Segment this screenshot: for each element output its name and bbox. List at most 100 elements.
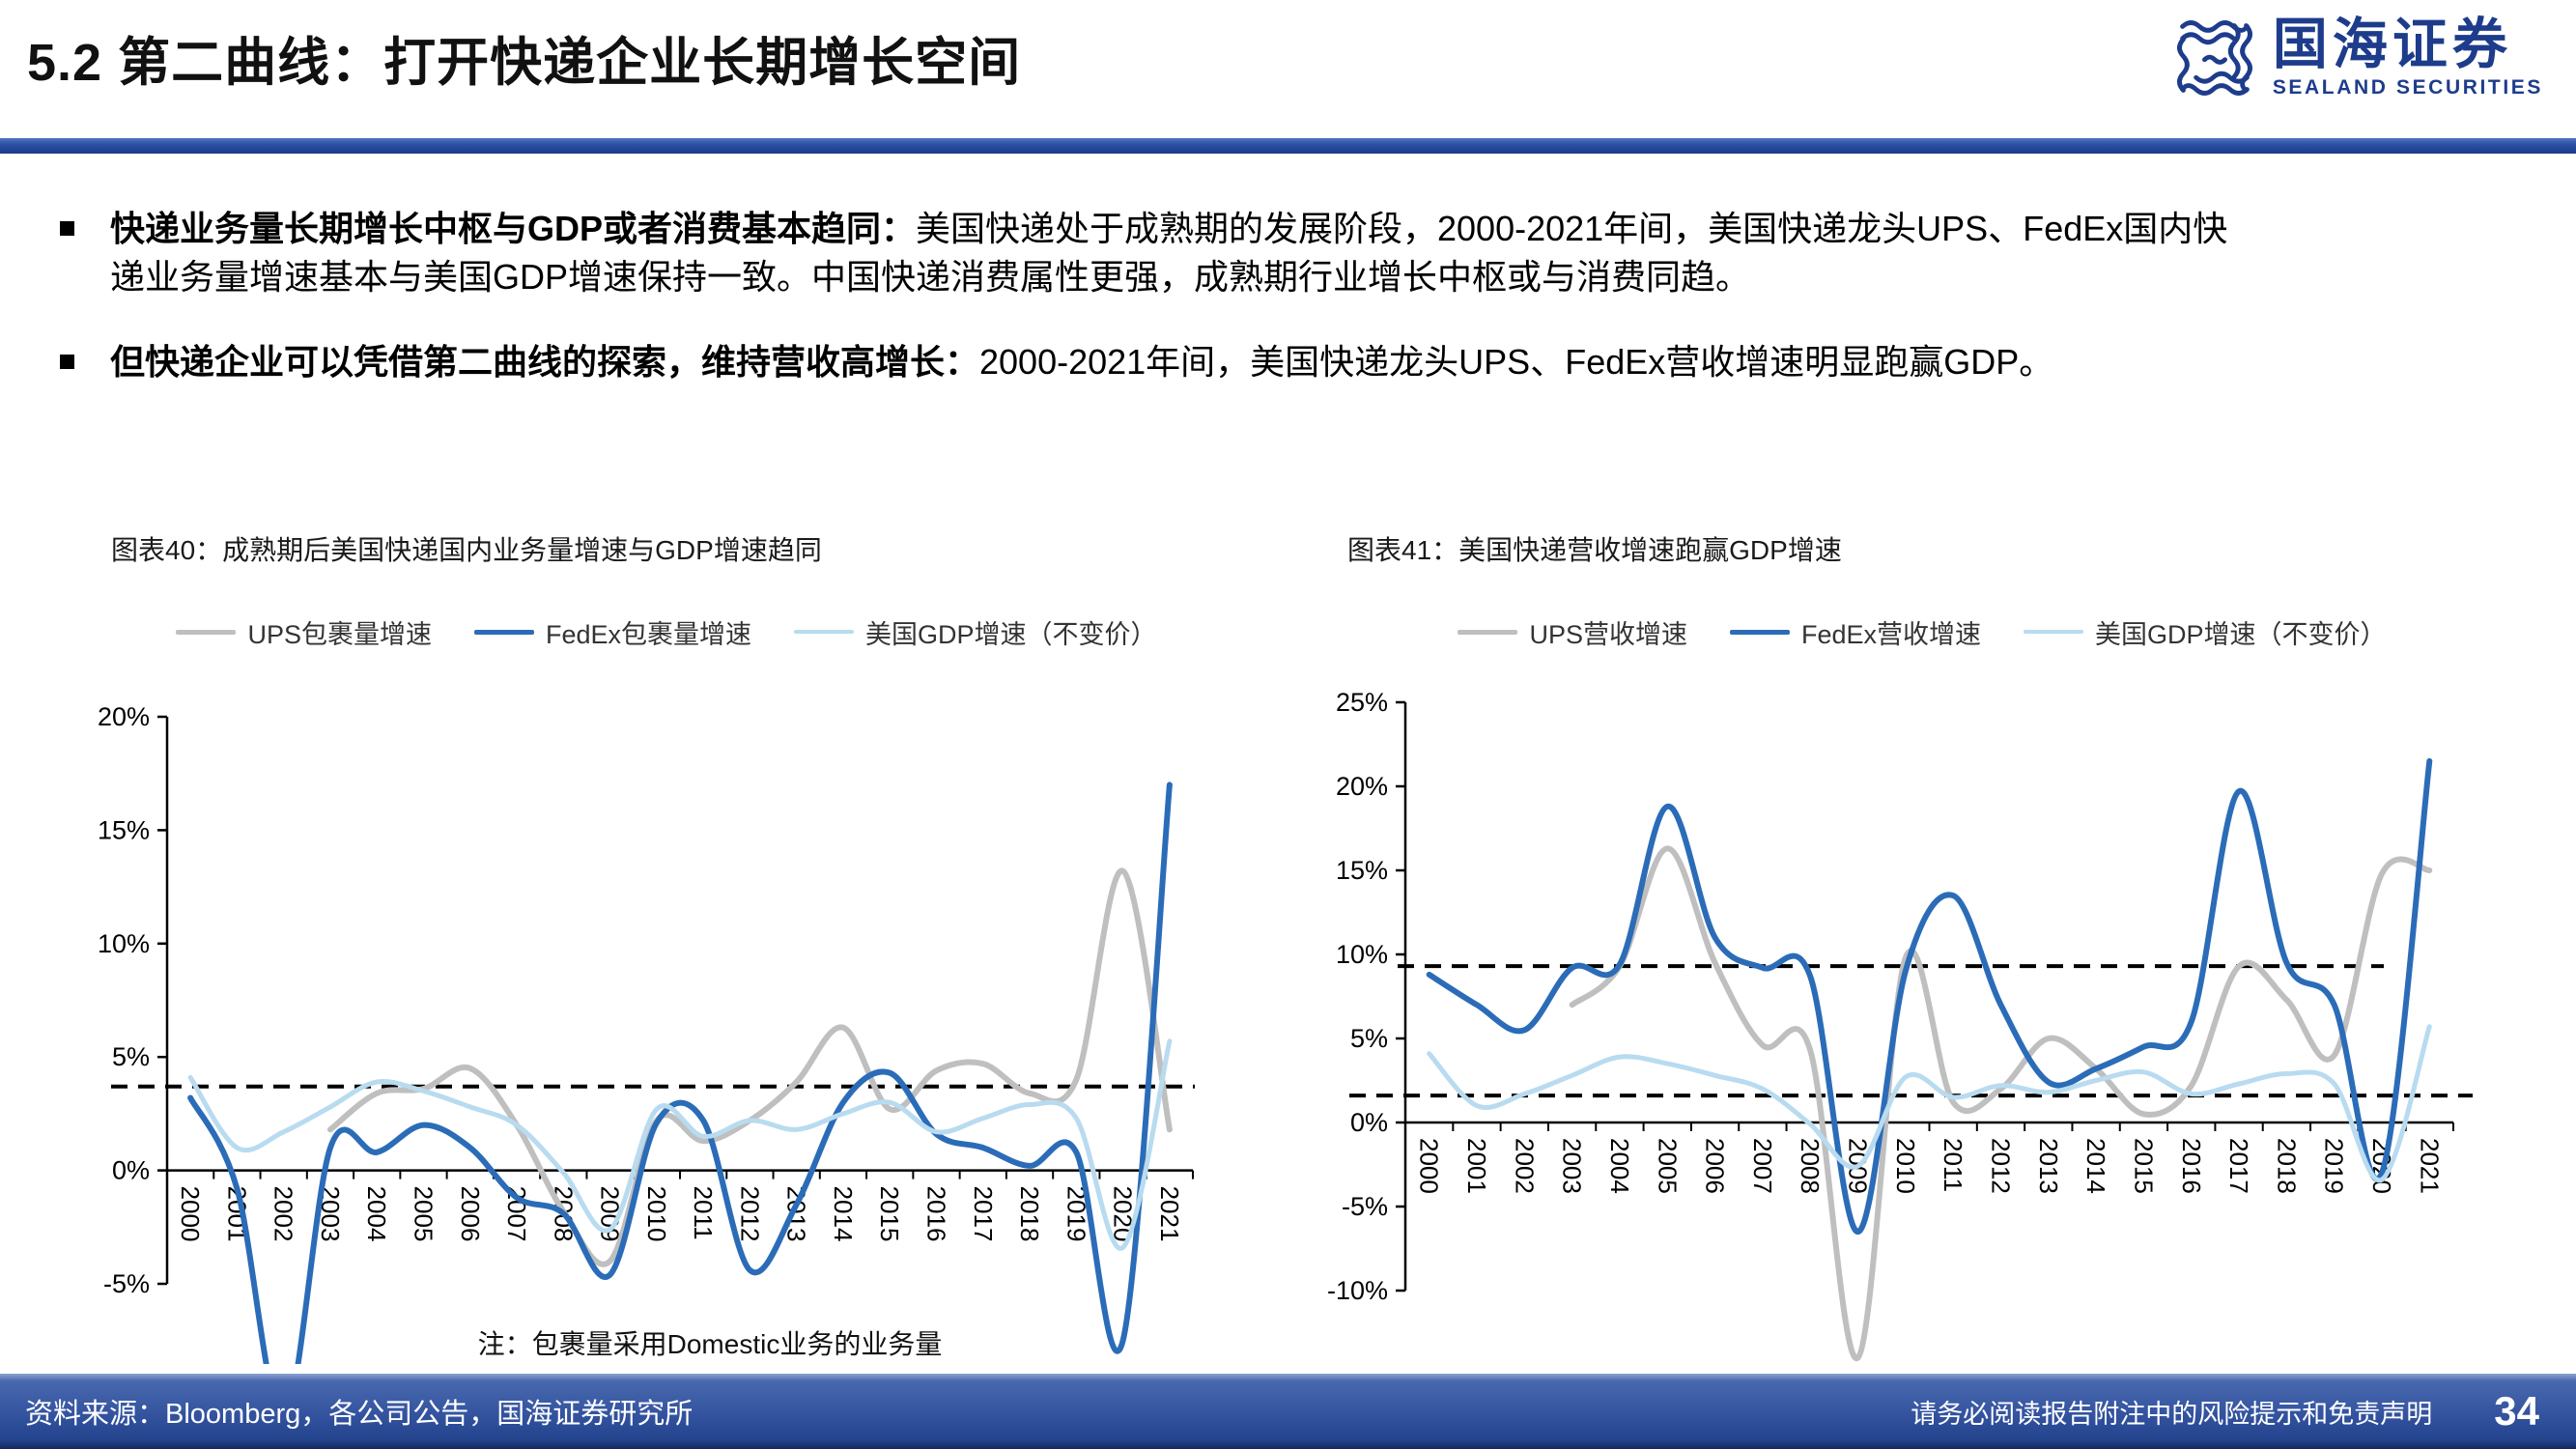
chart-title-40: 图表40：成熟期后美国快递国内业务量增速与GDP增速趋同 (111, 535, 822, 565)
legend-label: 美国GDP增速（不变价） (865, 619, 1157, 649)
x-tick-label: 2005 (410, 1186, 439, 1242)
x-tick-label: 2003 (1558, 1138, 1587, 1194)
legend-line-swatch (176, 629, 237, 635)
legend-label: UPS包裹量增速 (247, 619, 432, 649)
y-tick-label: -5% (103, 1269, 150, 1298)
bullet-square-icon (60, 221, 74, 236)
x-tick-label: 2015 (2129, 1138, 2158, 1194)
x-tick-label: 2012 (735, 1186, 764, 1242)
line-chart-41: 25% 20% 15% 10% 5% 0% -5% -10% 2000 2001 2002 2003 2… (1328, 688, 2473, 1361)
y-tick-label: 20% (98, 702, 150, 731)
bullet-2-body: 2000-2021年间，美国快递龙头UPS、FedEx营收增速明显跑赢GDP。 (979, 342, 2054, 383)
bullet-1-body: 美国快递处于成熟期的发展阶段，2000-2021年间，美国快递龙头UPS、Fed… (110, 209, 2228, 298)
x-tick-label: 2011 (1939, 1138, 1967, 1192)
x-tick-label: 2002 (1510, 1138, 1539, 1194)
page-number: 34 (2494, 1388, 2539, 1434)
x-tick-label: 2013 (782, 1186, 811, 1242)
x-tick-label: 2004 (1605, 1138, 1634, 1194)
x-tick-label: 2013 (2034, 1138, 2063, 1194)
footer-right-group: 请务必阅读报告附注中的风险提示和免责声明 34 (1911, 1388, 2576, 1435)
x-tick-label: 2007 (1748, 1138, 1777, 1194)
legend-line-swatch (794, 630, 855, 634)
x-tick-label: 2000 (1415, 1138, 1444, 1194)
y-tick-label: 20% (1336, 772, 1388, 801)
series-line (326, 867, 1173, 1267)
legend-line-swatch (1729, 629, 1790, 635)
x-tick-label: 2011 (689, 1186, 718, 1240)
x-tick-label: 2014 (2081, 1138, 2110, 1194)
series-line (1426, 757, 2433, 1236)
bullet-text-2: 但快递企业可以凭借第二曲线的探索，维持营收高增长：2000-2021年间，美国快… (110, 338, 2053, 386)
x-tick-label: 2000 (176, 1186, 205, 1242)
bullet-list: 快递业务量长期增长中枢与GDP或者消费基本趋同：美国快递处于成熟期的发展阶段，2… (60, 205, 2518, 423)
legend-item: UPS包裹量增速 (176, 613, 432, 651)
x-tick-label: 2015 (875, 1186, 904, 1242)
bullet-text-1: 快递业务量长期增长中枢与GDP或者消费基本趋同：美国快递处于成熟期的发展阶段，2… (110, 205, 2227, 301)
footer-bar: 资料来源：Bloomberg，各公司公告，国海证券研究所 请务必阅读报告附注中的… (0, 1374, 2576, 1449)
legend-line-swatch (1458, 629, 1518, 635)
x-tick-label: 2018 (2272, 1138, 2301, 1194)
x-tick-label: 2002 (269, 1186, 298, 1242)
x-tick-label: 2001 (1462, 1138, 1491, 1194)
x-tick-label: 2006 (1701, 1138, 1730, 1194)
figure-40-volume-growth-chart: 图表40：成熟期后美国快递国内业务量增速与GDP增速趋同 UPS包裹量增速 Fed… (92, 529, 1241, 1410)
x-tick-label: 2018 (1015, 1186, 1044, 1242)
y-tick-label: -5% (1342, 1192, 1388, 1221)
company-logo: 国海证券 SEALAND SECURITIES (2172, 15, 2543, 100)
legend-line-swatch (2024, 630, 2084, 634)
x-tick-label: 2016 (2177, 1138, 2206, 1194)
logo-text: 国海证券 SEALAND SECURITIES (2272, 14, 2543, 99)
legend-label: 美国GDP增速（不变价） (2095, 619, 2387, 649)
bullet-square-icon (60, 355, 74, 370)
bullet-item-2: 但快递企业可以凭借第二曲线的探索，维持营收高增长：2000-2021年间，美国快… (60, 338, 2518, 386)
legend-label: FedEx包裹量增速 (545, 619, 752, 649)
footer-source-text: 资料来源：Bloomberg，各公司公告，国海证券研究所 (25, 1399, 694, 1430)
y-tick-label: -10% (1328, 1276, 1388, 1305)
title-divider-bar (0, 138, 2576, 154)
x-tick-label: 2021 (1155, 1186, 1184, 1242)
legend-item: FedEx包裹量增速 (473, 613, 752, 651)
bullet-1-lead: 快递业务量长期增长中枢与GDP或者消费基本趋同： (110, 209, 917, 248)
x-tick-label: 2021 (2415, 1138, 2444, 1194)
x-tick-label: 2014 (829, 1186, 858, 1242)
x-tick-label: 2010 (642, 1186, 671, 1242)
x-tick-label: 2019 (2320, 1138, 2349, 1194)
series-line (1569, 845, 2433, 1361)
series-line (1427, 1024, 2432, 1183)
chart-note-40: 注：包裹量采用Domestic业务的业务量 (477, 1329, 943, 1359)
x-tick-label: 2010 (1891, 1138, 1920, 1194)
legend-label: FedEx营收增速 (1800, 619, 1982, 649)
chart-legend-40: UPS包裹量增速 FedEx包裹量增速 美国GDP增速（不变价） (92, 614, 1241, 649)
logo-name-cn: 国海证券 (2272, 14, 2512, 76)
bullet-2-lead: 但快递企业可以凭借第二曲线的探索，维持营收高增长： (110, 342, 980, 383)
series-line (187, 1038, 1173, 1251)
x-tick-label: 2017 (969, 1186, 998, 1242)
x-tick-label: 2004 (362, 1186, 391, 1242)
legend-item: FedEx营收增速 (1729, 613, 1982, 651)
x-tick-label: 2012 (1986, 1138, 2015, 1194)
bullet-item-1: 快递业务量长期增长中枢与GDP或者消费基本趋同：美国快递处于成熟期的发展阶段，2… (60, 205, 2518, 301)
figure-41-revenue-growth-chart: 图表41：美国快递营收增速跑赢GDP增速 UPS营收增速 FedEx营收增速 美国G… (1328, 529, 2516, 1410)
chart-title-41: 图表41：美国快递营收增速跑赢GDP增速 (1347, 535, 1842, 565)
line-chart-40: 20%15%10%5%0%-5%2000 2001 2002 2003 2004 2005… (98, 702, 1195, 1364)
y-tick-label: 15% (98, 815, 150, 844)
y-tick-label: 10% (98, 929, 150, 958)
chart-legend-41: UPS营收增速 FedEx营收增速 美国GDP增速（不变价） (1328, 614, 2516, 649)
y-tick-label: 0% (1350, 1108, 1388, 1137)
x-tick-label: 2017 (2224, 1138, 2253, 1194)
page-title: 5.2 第二曲线：打开快递企业长期增长空间 (27, 34, 1022, 92)
logo-name-en: SEALAND SECURITIES (2272, 75, 2543, 99)
legend-line-swatch (473, 629, 534, 635)
legend-item: 美国GDP增速（不变价） (794, 613, 1157, 651)
x-tick-label: 2006 (456, 1186, 485, 1242)
series-line (187, 781, 1173, 1364)
y-tick-label: 0% (112, 1156, 150, 1185)
y-tick-label: 5% (112, 1042, 150, 1071)
footer-disclaimer-text: 请务必阅读报告附注中的风险提示和免责声明 (1911, 1399, 2433, 1429)
y-tick-label: 10% (1336, 940, 1388, 969)
legend-item: 美国GDP增速（不变价） (2024, 613, 2387, 651)
legend-label: UPS营收增速 (1529, 619, 1687, 649)
legend-item: UPS营收增速 (1458, 613, 1687, 651)
y-tick-label: 25% (1336, 688, 1388, 717)
